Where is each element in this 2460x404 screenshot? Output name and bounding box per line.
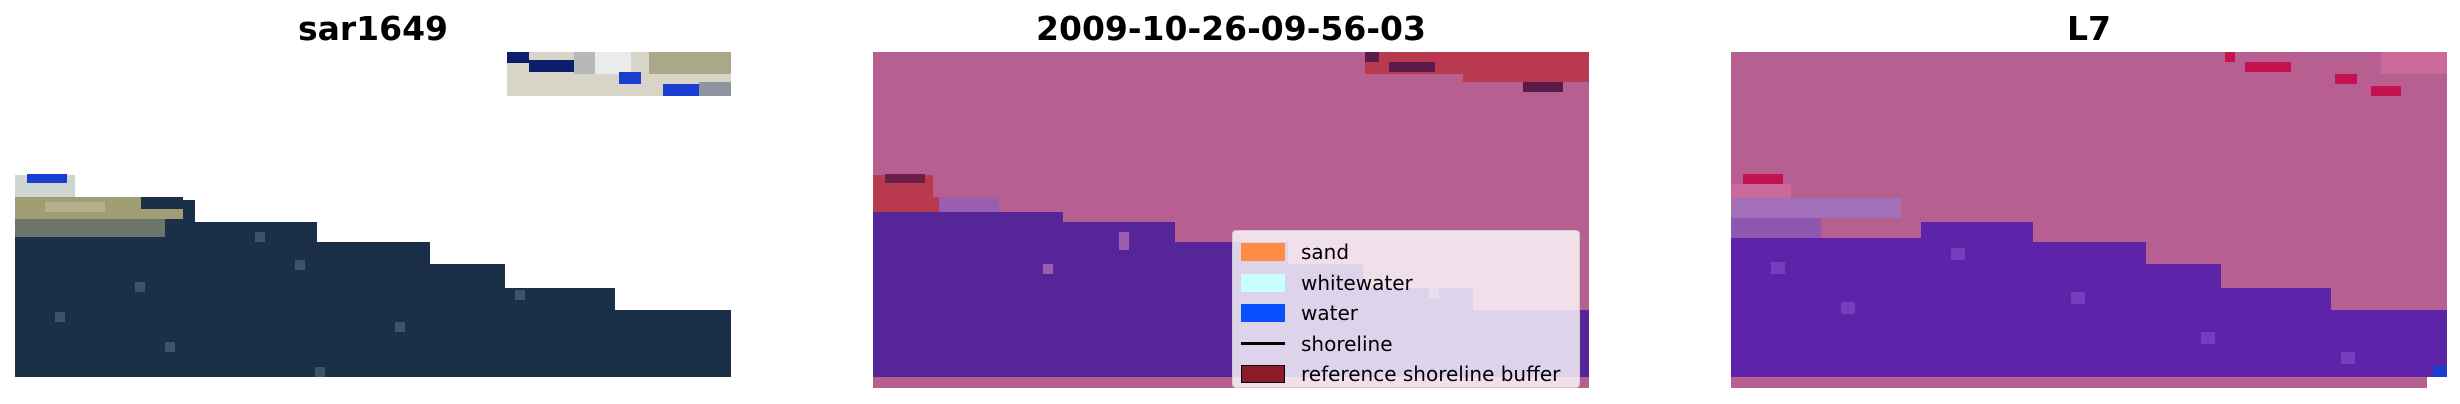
rgb-image-panel <box>15 52 731 388</box>
sand-swatch <box>1241 243 1285 262</box>
panel-title-image: sar1649 <box>297 9 449 48</box>
reference-buffer-swatch <box>1241 365 1285 384</box>
legend-label-whitewater: whitewater <box>1301 270 1413 295</box>
whitewater-swatch <box>1241 273 1285 292</box>
legend-label-reference-buffer: reference shoreline buffer <box>1301 362 1561 387</box>
legend-label-sand: sand <box>1301 240 1350 265</box>
legend-item-reference-buffer: reference shoreline buffer <box>1241 359 1571 390</box>
water-swatch <box>1241 304 1285 323</box>
legend-item-water: water <box>1241 298 1571 329</box>
legend: sand whitewater water shoreline referenc… <box>1232 230 1580 388</box>
panel-title-classification: 2009-10-26-09-56-03 <box>1036 9 1426 48</box>
shoreline-swatch <box>1241 342 1285 346</box>
satellite-panel <box>1731 52 2447 388</box>
legend-item-whitewater: whitewater <box>1241 268 1571 299</box>
panel-title-satellite: L7 <box>2067 9 2111 48</box>
legend-label-water: water <box>1301 301 1358 326</box>
legend-item-shoreline: shoreline <box>1241 329 1571 360</box>
legend-item-sand: sand <box>1241 237 1571 268</box>
legend-label-shoreline: shoreline <box>1301 331 1393 356</box>
